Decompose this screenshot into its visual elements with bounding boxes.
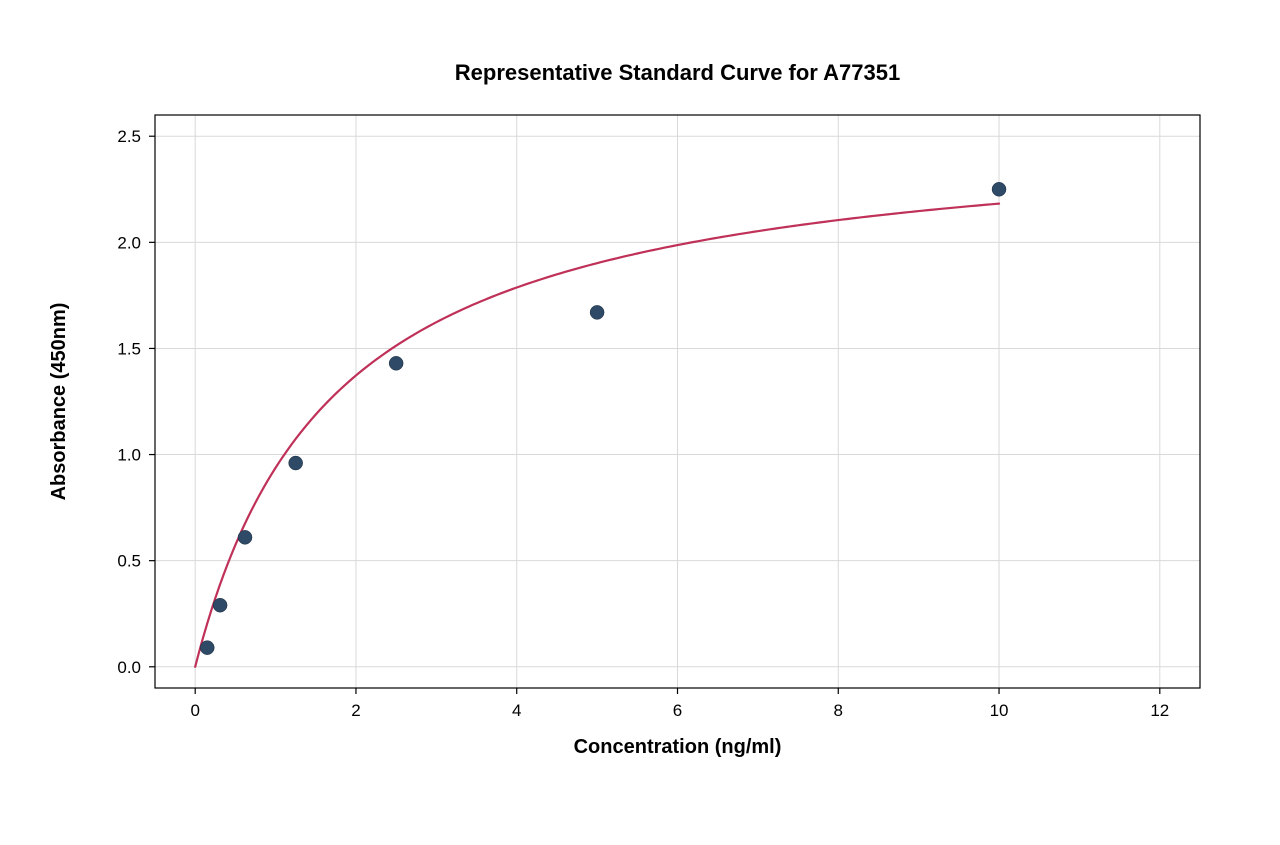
data-point [389,356,403,370]
y-tick-label: 2.5 [117,127,141,146]
data-point [590,305,604,319]
chart-container: 0 2 4 6 8 10 12 0.0 0.5 1.0 1.5 2.0 2.5 Representativ… [0,0,1280,845]
x-tick-label: 8 [834,701,843,720]
x-tick-label: 12 [1150,701,1169,720]
data-point [213,598,227,612]
y-tick-label: 1.5 [117,339,141,358]
data-point [992,182,1006,196]
y-axis-label: Absorbance (450nm) [48,303,70,501]
data-point [238,530,252,544]
x-tick-label: 4 [512,701,521,720]
y-tick-label: 0.0 [117,658,141,677]
y-tick-label: 1.0 [117,446,141,465]
y-tick-label: 2.0 [117,233,141,252]
data-point [200,641,214,655]
data-point [289,456,303,470]
x-tick-label: 10 [990,701,1009,720]
x-tick-label: 0 [190,701,199,720]
x-tick-label: 6 [673,701,682,720]
y-tick-label: 0.5 [117,552,141,571]
chart-svg: 0 2 4 6 8 10 12 0.0 0.5 1.0 1.5 2.0 2.5 Representativ… [0,0,1280,845]
x-axis-label: Concentration (ng/ml) [574,736,782,758]
chart-title: Representative Standard Curve for A77351 [455,60,900,85]
x-tick-label: 2 [351,701,360,720]
